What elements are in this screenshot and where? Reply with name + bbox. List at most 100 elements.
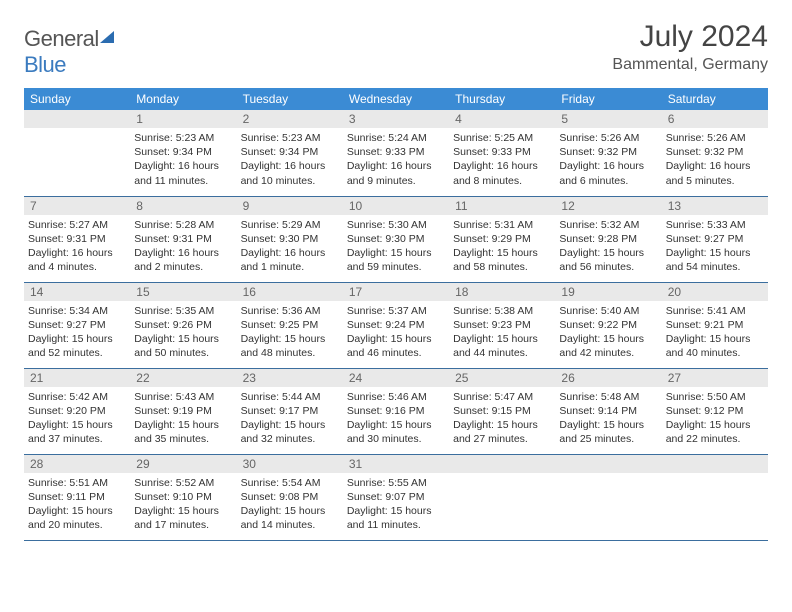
day-number: 30 xyxy=(237,455,343,473)
day-details: Sunrise: 5:54 AMSunset: 9:08 PMDaylight:… xyxy=(237,473,343,537)
daylight-text: Daylight: 15 hours and 22 minutes. xyxy=(666,418,764,446)
daylight-text: Daylight: 15 hours and 27 minutes. xyxy=(453,418,551,446)
sunrise-text: Sunrise: 5:47 AM xyxy=(453,390,551,404)
day-number: 5 xyxy=(555,110,661,128)
daylight-text: Daylight: 15 hours and 46 minutes. xyxy=(347,332,445,360)
daylight-text: Daylight: 16 hours and 4 minutes. xyxy=(28,246,126,274)
day-header: Friday xyxy=(555,88,661,110)
sunrise-text: Sunrise: 5:34 AM xyxy=(28,304,126,318)
day-number: 15 xyxy=(130,283,236,301)
daylight-text: Daylight: 16 hours and 9 minutes. xyxy=(347,159,445,187)
sunset-text: Sunset: 9:29 PM xyxy=(453,232,551,246)
day-header: Thursday xyxy=(449,88,555,110)
sunrise-text: Sunrise: 5:25 AM xyxy=(453,131,551,145)
calendar-cell: 2Sunrise: 5:23 AMSunset: 9:34 PMDaylight… xyxy=(237,110,343,196)
day-details: Sunrise: 5:43 AMSunset: 9:19 PMDaylight:… xyxy=(130,387,236,451)
day-details: Sunrise: 5:48 AMSunset: 9:14 PMDaylight:… xyxy=(555,387,661,451)
day-details: Sunrise: 5:37 AMSunset: 9:24 PMDaylight:… xyxy=(343,301,449,365)
daylight-text: Daylight: 16 hours and 6 minutes. xyxy=(559,159,657,187)
day-details: Sunrise: 5:44 AMSunset: 9:17 PMDaylight:… xyxy=(237,387,343,451)
day-number: 25 xyxy=(449,369,555,387)
calendar-cell: 18Sunrise: 5:38 AMSunset: 9:23 PMDayligh… xyxy=(449,282,555,368)
sunset-text: Sunset: 9:32 PM xyxy=(666,145,764,159)
sunset-text: Sunset: 9:34 PM xyxy=(134,145,232,159)
daylight-text: Daylight: 15 hours and 37 minutes. xyxy=(28,418,126,446)
day-number: 27 xyxy=(662,369,768,387)
day-details: Sunrise: 5:34 AMSunset: 9:27 PMDaylight:… xyxy=(24,301,130,365)
day-number xyxy=(24,110,130,128)
sunrise-text: Sunrise: 5:37 AM xyxy=(347,304,445,318)
sunset-text: Sunset: 9:31 PM xyxy=(134,232,232,246)
day-details: Sunrise: 5:52 AMSunset: 9:10 PMDaylight:… xyxy=(130,473,236,537)
sunset-text: Sunset: 9:24 PM xyxy=(347,318,445,332)
sunrise-text: Sunrise: 5:48 AM xyxy=(559,390,657,404)
calendar-cell xyxy=(555,454,661,540)
calendar-cell: 29Sunrise: 5:52 AMSunset: 9:10 PMDayligh… xyxy=(130,454,236,540)
day-details: Sunrise: 5:51 AMSunset: 9:11 PMDaylight:… xyxy=(24,473,130,537)
day-details: Sunrise: 5:50 AMSunset: 9:12 PMDaylight:… xyxy=(662,387,768,451)
sunset-text: Sunset: 9:30 PM xyxy=(347,232,445,246)
sunset-text: Sunset: 9:15 PM xyxy=(453,404,551,418)
calendar-cell: 3Sunrise: 5:24 AMSunset: 9:33 PMDaylight… xyxy=(343,110,449,196)
day-details: Sunrise: 5:28 AMSunset: 9:31 PMDaylight:… xyxy=(130,215,236,279)
sunrise-text: Sunrise: 5:55 AM xyxy=(347,476,445,490)
sunrise-text: Sunrise: 5:52 AM xyxy=(134,476,232,490)
day-number: 6 xyxy=(662,110,768,128)
day-details: Sunrise: 5:55 AMSunset: 9:07 PMDaylight:… xyxy=(343,473,449,537)
sunrise-text: Sunrise: 5:23 AM xyxy=(134,131,232,145)
sunset-text: Sunset: 9:08 PM xyxy=(241,490,339,504)
sunrise-text: Sunrise: 5:35 AM xyxy=(134,304,232,318)
calendar-page: GeneralBlue July 2024 Bammental, Germany… xyxy=(0,0,792,561)
daylight-text: Daylight: 15 hours and 56 minutes. xyxy=(559,246,657,274)
daylight-text: Daylight: 15 hours and 17 minutes. xyxy=(134,504,232,532)
sunset-text: Sunset: 9:12 PM xyxy=(666,404,764,418)
calendar-cell: 12Sunrise: 5:32 AMSunset: 9:28 PMDayligh… xyxy=(555,196,661,282)
day-header: Monday xyxy=(130,88,236,110)
sunrise-text: Sunrise: 5:31 AM xyxy=(453,218,551,232)
day-details: Sunrise: 5:46 AMSunset: 9:16 PMDaylight:… xyxy=(343,387,449,451)
day-number: 21 xyxy=(24,369,130,387)
day-number: 17 xyxy=(343,283,449,301)
sunrise-text: Sunrise: 5:43 AM xyxy=(134,390,232,404)
calendar-week: 1Sunrise: 5:23 AMSunset: 9:34 PMDaylight… xyxy=(24,110,768,196)
daylight-text: Daylight: 15 hours and 35 minutes. xyxy=(134,418,232,446)
calendar-cell: 25 Sunrise: 5:47 AMSunset: 9:15 PMDayligh… xyxy=(449,368,555,454)
daylight-text: Daylight: 15 hours and 58 minutes. xyxy=(453,246,551,274)
calendar-cell: 13Sunrise: 5:33 AMSunset: 9:27 PMDayligh… xyxy=(662,196,768,282)
sunset-text: Sunset: 9:16 PM xyxy=(347,404,445,418)
calendar-table: SundayMondayTuesdayWednesdayThursdayFrid… xyxy=(24,88,768,541)
day-number: 8 xyxy=(130,197,236,215)
daylight-text: Daylight: 16 hours and 11 minutes. xyxy=(134,159,232,187)
day-details: Sunrise: 5:35 AMSunset: 9:26 PMDaylight:… xyxy=(130,301,236,365)
day-header: Sunday xyxy=(24,88,130,110)
daylight-text: Daylight: 15 hours and 50 minutes. xyxy=(134,332,232,360)
sunrise-text: Sunrise: 5:26 AM xyxy=(559,131,657,145)
sunrise-text: Sunrise: 5:51 AM xyxy=(28,476,126,490)
calendar-cell: 31Sunrise: 5:55 AMSunset: 9:07 PMDayligh… xyxy=(343,454,449,540)
sunrise-text: Sunrise: 5:38 AM xyxy=(453,304,551,318)
sunrise-text: Sunrise: 5:23 AM xyxy=(241,131,339,145)
day-number: 10 xyxy=(343,197,449,215)
day-number: 3 xyxy=(343,110,449,128)
sunset-text: Sunset: 9:28 PM xyxy=(559,232,657,246)
day-details: Sunrise: 5:23 AMSunset: 9:34 PMDaylight:… xyxy=(237,128,343,192)
day-number: 19 xyxy=(555,283,661,301)
day-details: Sunrise: 5:26 AMSunset: 9:32 PMDaylight:… xyxy=(555,128,661,192)
calendar-cell: 27Sunrise: 5:50 AMSunset: 9:12 PMDayligh… xyxy=(662,368,768,454)
day-details: Sunrise: 5:36 AMSunset: 9:25 PMDaylight:… xyxy=(237,301,343,365)
calendar-cell: 26Sunrise: 5:48 AMSunset: 9:14 PMDayligh… xyxy=(555,368,661,454)
calendar-cell: 5Sunrise: 5:26 AMSunset: 9:32 PMDaylight… xyxy=(555,110,661,196)
daylight-text: Daylight: 15 hours and 44 minutes. xyxy=(453,332,551,360)
calendar-cell: 10Sunrise: 5:30 AMSunset: 9:30 PMDayligh… xyxy=(343,196,449,282)
day-number: 11 xyxy=(449,197,555,215)
sunrise-text: Sunrise: 5:41 AM xyxy=(666,304,764,318)
sunset-text: Sunset: 9:22 PM xyxy=(559,318,657,332)
brand-part1: General xyxy=(24,26,99,51)
sunrise-text: Sunrise: 5:36 AM xyxy=(241,304,339,318)
calendar-body: 1Sunrise: 5:23 AMSunset: 9:34 PMDaylight… xyxy=(24,110,768,540)
day-details: Sunrise: 5:31 AMSunset: 9:29 PMDaylight:… xyxy=(449,215,555,279)
calendar-cell xyxy=(449,454,555,540)
sunrise-text: Sunrise: 5:42 AM xyxy=(28,390,126,404)
day-number: 2 xyxy=(237,110,343,128)
sunset-text: Sunset: 9:26 PM xyxy=(134,318,232,332)
